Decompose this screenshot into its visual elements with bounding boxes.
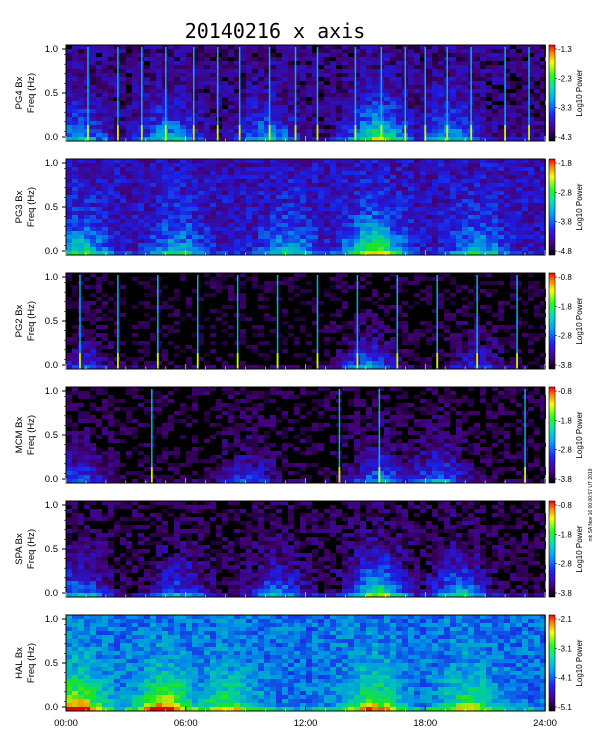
y-tick-label: 0.5	[45, 430, 58, 441]
panel-2: 0.0 0.5 1.0 PG3 Bx Freq (Hz) -1.8 -2.8 -3.8 -4.8…	[14, 158, 584, 257]
colorbar-label: Log10 Power	[575, 297, 584, 344]
colorbar	[548, 158, 556, 256]
colorbar-tick-label: -2.8	[558, 332, 572, 341]
spike-lines	[150, 389, 526, 483]
y-tick-label: 0.0	[45, 360, 58, 371]
x-tick-label: 18:00	[413, 718, 437, 729]
colorbar-tick-label: -4.3	[558, 133, 572, 142]
heatmap-cells	[66, 501, 546, 597]
colorbar	[548, 500, 556, 598]
colorbar-tick-label: -3.8	[558, 218, 572, 227]
colorbar-tick-label: -1.8	[558, 302, 572, 311]
y-tick-label: 0.0	[45, 474, 58, 485]
y-tick-label: 1.0	[45, 614, 58, 625]
y-tick-label: 1.0	[45, 44, 58, 55]
y-tick-label: 1.0	[45, 386, 58, 397]
station-label: SPA Bx	[14, 533, 25, 565]
x-tick-label: 06:00	[174, 718, 198, 729]
x-tick-label: 24:00	[533, 718, 557, 729]
y-axis-label: Freq (Hz)	[26, 301, 37, 341]
spike-lines	[87, 47, 530, 141]
colorbar-tick-label: -3.8	[558, 361, 572, 370]
station-label: PG3 Bx	[14, 190, 25, 223]
colorbar-tick-label: -1.8	[558, 159, 572, 168]
y-axis-label: Freq (Hz)	[26, 643, 37, 683]
colorbar-tick-label: -1.8	[558, 416, 572, 425]
colorbar-label: Log10 Power	[575, 69, 584, 116]
spike-lines	[79, 275, 518, 369]
colorbar-label: Log10 Power	[575, 525, 584, 572]
panel-6: 0.0 0.5 1.0 HAL Bx Freq (Hz) -2.1 -3.1 -4.1 -5.1…	[14, 614, 584, 713]
y-tick-label: 0.5	[45, 658, 58, 669]
y-tick-label: 0.0	[45, 588, 58, 599]
colorbar-label: Log10 Power	[575, 411, 584, 458]
colorbar-tick-label: -1.3	[558, 45, 572, 54]
colorbar-tick-label: -3.3	[558, 104, 572, 113]
y-tick-label: 1.0	[45, 500, 58, 511]
panel-5: 0.0 0.5 1.0 SPA Bx Freq (Hz) -0.8 -1.8 -2.8 -3.8…	[14, 500, 584, 599]
heatmap-cells	[66, 615, 546, 711]
panel-4: 0.0 0.5 1.0 MCM Bx Freq (Hz) -0.8 -1.8 -2.8 -3.8…	[14, 386, 584, 485]
colorbar-tick-label: -1.8	[558, 530, 572, 539]
colorbar-tick-label: -3.8	[558, 589, 572, 598]
colorbar-tick-label: -2.8	[558, 446, 572, 455]
colorbar-tick-label: -0.8	[558, 501, 572, 510]
x-tick-label: 12:00	[294, 718, 318, 729]
station-label: HAL Bx	[14, 647, 25, 679]
y-tick-label: 0.0	[45, 132, 58, 143]
heatmap-cells	[66, 159, 546, 255]
y-tick-label: 0.5	[45, 316, 58, 327]
colorbar-tick-label: -3.8	[558, 475, 572, 484]
heatmap-cells	[66, 273, 546, 369]
plot-credit: mk SA Nov 16 00:00:57 UT 2019	[588, 468, 594, 541]
y-tick-label: 0.0	[45, 246, 58, 257]
time-axis: 00:00 06:00 12:00 18:00 24:00	[54, 706, 557, 729]
y-tick-label: 0.5	[45, 88, 58, 99]
colorbar-tick-label: -2.3	[558, 74, 572, 83]
y-tick-label: 1.0	[45, 272, 58, 283]
panel-3: 0.0 0.5 1.0 PG2 Bx Freq (Hz) -0.8 -1.8 -2.8 -3.8…	[14, 272, 584, 371]
colorbar-tick-label: -2.8	[558, 188, 572, 197]
colorbar-tick-label: -2.1	[558, 615, 572, 624]
colorbar-tick-label: -4.8	[558, 247, 572, 256]
y-axis-label: Freq (Hz)	[26, 73, 37, 113]
y-axis-label: Freq (Hz)	[26, 529, 37, 569]
colorbar-tick-label: -2.8	[558, 560, 572, 569]
y-tick-label: 1.0	[45, 158, 58, 169]
heatmap-cells	[66, 45, 546, 141]
chart-title: 20140216 x axis	[185, 19, 366, 43]
y-tick-label: 0.0	[45, 702, 58, 713]
colorbar-tick-label: -5.1	[558, 703, 572, 712]
heatmap-cells	[66, 387, 546, 483]
station-label: PG2 Bx	[14, 304, 25, 337]
colorbar	[548, 386, 556, 484]
colorbar	[548, 44, 556, 142]
station-label: PG4 Bx	[14, 76, 25, 109]
colorbar-tick-label: -4.1	[558, 674, 572, 683]
colorbar-tick-label: -3.1	[558, 644, 572, 653]
panel-1: 0.0 0.5 1.0 PG4 Bx Freq (Hz) -1.3 -2.3 -3.3 -4.3…	[14, 44, 584, 143]
colorbar-label: Log10 Power	[575, 183, 584, 230]
x-tick-label: 00:00	[54, 718, 78, 729]
station-label: MCM Bx	[14, 417, 25, 454]
y-tick-label: 0.5	[45, 202, 58, 213]
y-axis-label: Freq (Hz)	[26, 415, 37, 455]
colorbar	[548, 614, 556, 712]
colorbar-tick-label: -0.8	[558, 273, 572, 282]
colorbar-tick-label: -0.8	[558, 387, 572, 396]
colorbar-label: Log10 Power	[575, 639, 584, 686]
y-tick-label: 0.5	[45, 544, 58, 555]
colorbar	[548, 272, 556, 370]
y-axis-label: Freq (Hz)	[26, 187, 37, 227]
